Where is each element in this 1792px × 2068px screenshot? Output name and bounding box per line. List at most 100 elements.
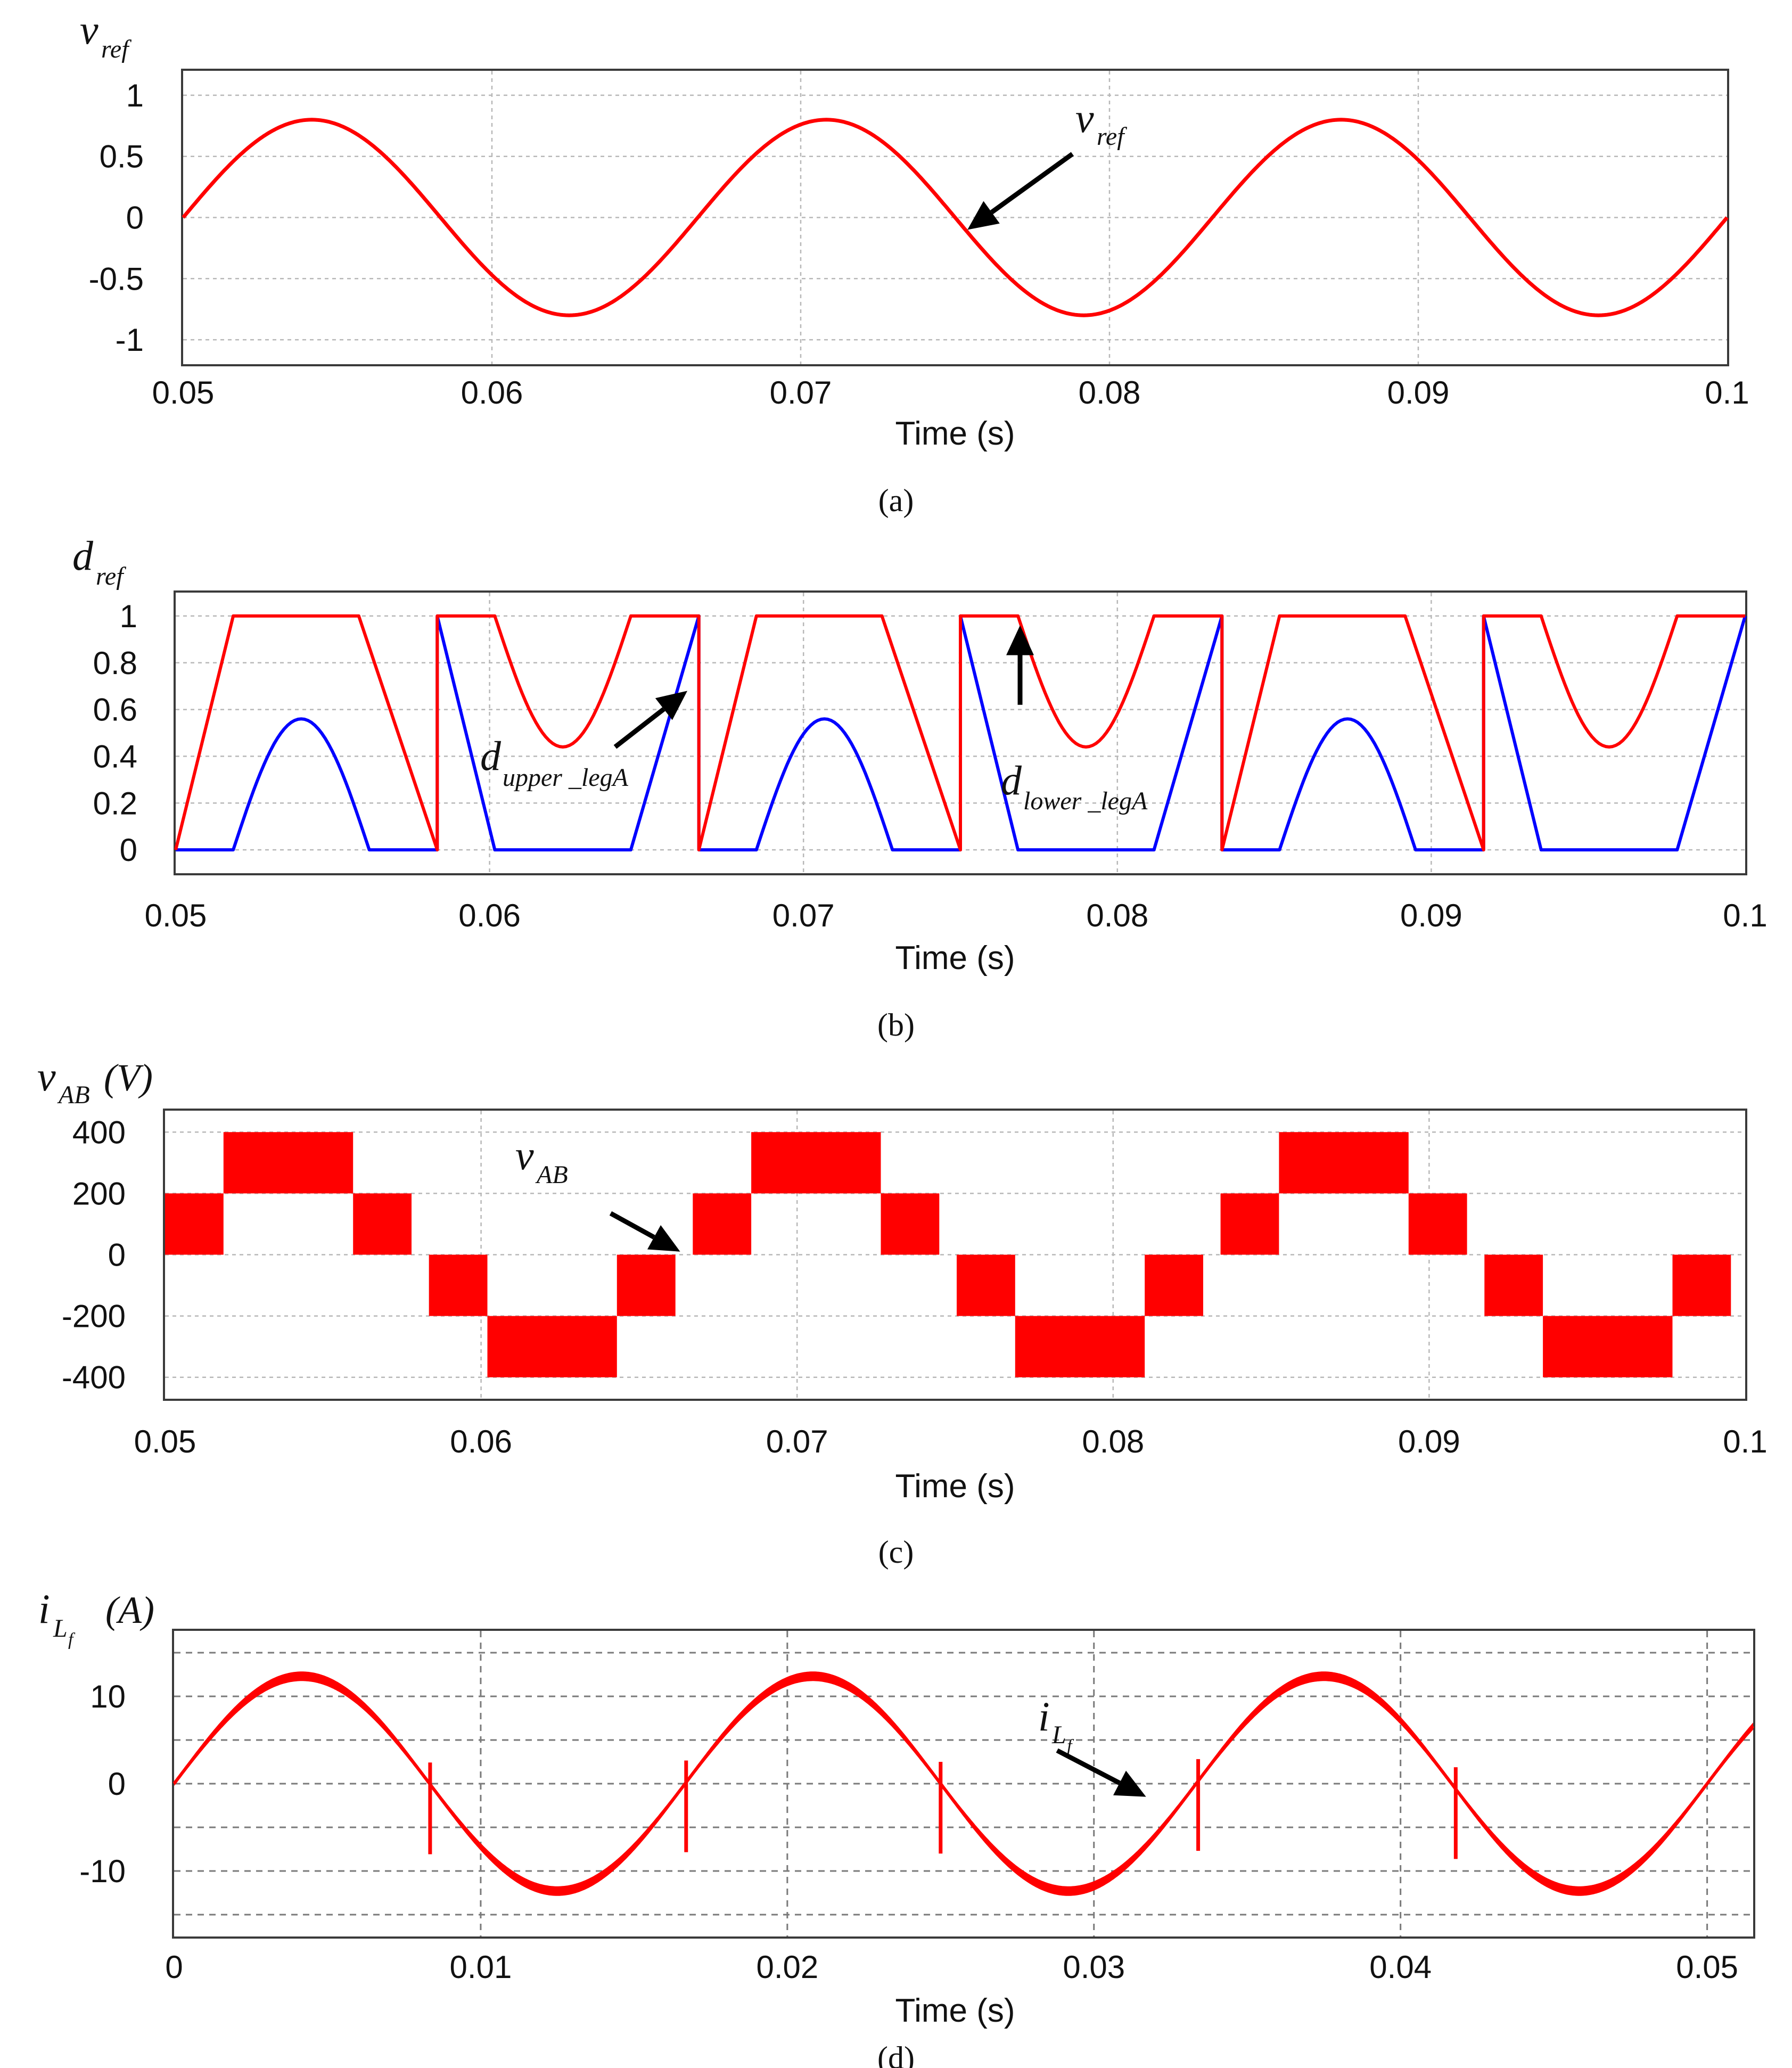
i-Lf-spikes — [428, 1759, 1458, 1859]
x-tick-label: 0.05 — [152, 375, 215, 411]
y-tick-label: 10 — [90, 1679, 126, 1714]
series-v-ref — [182, 118, 1729, 317]
x-tick-labels-d: 0 0.01 0.02 0.03 0.04 0.05 — [165, 1949, 1738, 1985]
y-tick-label: 0.8 — [93, 645, 137, 681]
x-tick-label: 0 — [165, 1949, 183, 1985]
y-tick-label: 0 — [108, 1237, 126, 1273]
arrow-shaft — [1056, 1748, 1121, 1785]
arrow-head — [647, 1225, 680, 1252]
grid-d — [174, 1631, 1753, 1936]
y-tick-label: 0.2 — [93, 785, 137, 821]
y-tick-labels-a: 1 0.5 0 -0.5 -1 — [89, 78, 144, 358]
y-tick-label: 1 — [126, 78, 144, 113]
x-tick-label: 0.07 — [770, 375, 832, 411]
annotation-d-upper: d upper _legA — [480, 691, 688, 792]
x-tick-label: 0.09 — [1398, 1424, 1460, 1459]
arrow-d-upper — [613, 691, 688, 749]
annotation-d-upper-sub: upper _legA — [503, 764, 629, 792]
series-d-lower-legA — [174, 614, 1745, 852]
annotation-v-AB-sub: AB — [535, 1161, 568, 1189]
x-tick-label: 0.08 — [1082, 1424, 1144, 1459]
panel-label-c: (c) — [878, 1534, 914, 1570]
annotation-d-lower-main: d — [1001, 757, 1022, 803]
arrow-head — [1006, 625, 1034, 655]
ylabel-b-sub: ref — [96, 562, 126, 590]
y-tick-label: 0.6 — [93, 692, 137, 728]
series-v-AB — [165, 1132, 1731, 1377]
ylabel-d-subsub: f — [68, 1630, 76, 1650]
series-i-Lf — [172, 1675, 1755, 1893]
arrow-head — [1113, 1770, 1146, 1797]
y-tick-label: 0 — [126, 200, 144, 236]
arrow-head — [655, 691, 688, 720]
panel-label-b: (b) — [877, 1007, 915, 1043]
panel-label-d: (d) — [877, 2040, 915, 2068]
y-tick-label: 0 — [120, 832, 137, 868]
x-tick-label: 0.04 — [1369, 1949, 1432, 1985]
panel-a: v ref 1 0.5 0 -0.5 -1 0.05 0.06 0.07 0.08 0.09 0.… — [80, 6, 1749, 518]
annotation-v-ref-sub: ref — [1097, 122, 1127, 151]
annotation-i-Lf-sub: L — [1051, 1721, 1066, 1749]
y-tick-label: 400 — [72, 1114, 126, 1150]
y-tick-labels-c: 400 200 0 -200 -400 — [62, 1114, 126, 1395]
series-d-upper-legA — [176, 614, 1747, 852]
x-tick-label: 0.08 — [1079, 375, 1141, 411]
x-tick-label: 0.05 — [134, 1424, 196, 1459]
annotation-d-lower-sub: lower _legA — [1023, 787, 1148, 815]
x-tick-label: 0.06 — [450, 1424, 512, 1459]
y-tick-label: 0.5 — [100, 139, 144, 175]
x-tick-label: 0.06 — [458, 898, 521, 933]
ylabel-c-unit: (V) — [104, 1056, 153, 1099]
panel-b: d ref 1 0.8 0.6 0.4 0.2 0 0.05 0.06 0.07 0.08 0.0… — [72, 532, 1768, 1043]
y-tick-label: -0.5 — [89, 261, 144, 297]
ylabel-d-main: i — [38, 1586, 50, 1632]
ylabel-d-unit: (A) — [105, 1589, 154, 1631]
y-tick-label: -400 — [62, 1360, 126, 1396]
annotation-d-lower: d lower _legA — [1001, 625, 1148, 815]
y-tick-label: 200 — [72, 1176, 126, 1211]
annotation-v-AB: v AB — [515, 1132, 680, 1252]
grid-c — [165, 1111, 1745, 1399]
y-tick-label: 0 — [108, 1766, 126, 1802]
ylabel-a-main: v — [80, 6, 98, 53]
ylabel-c-main: v — [37, 1053, 56, 1099]
y-tick-label: -1 — [116, 322, 144, 358]
x-tick-label: 0.05 — [1676, 1949, 1738, 1985]
annotation-v-ref: v ref — [967, 95, 1127, 230]
x-tick-label: 0.06 — [461, 375, 523, 411]
x-tick-labels-c: 0.05 0.06 0.07 0.08 0.09 0.1 — [134, 1424, 1768, 1459]
x-tick-label: 0.05 — [145, 898, 207, 933]
x-tick-label: 0.08 — [1086, 898, 1148, 933]
x-tick-label: 0.01 — [450, 1949, 512, 1985]
arrow-shaft — [990, 152, 1074, 215]
x-tick-labels-a: 0.05 0.06 0.07 0.08 0.09 0.1 — [152, 375, 1749, 411]
x-tick-label: 0.02 — [756, 1949, 818, 1985]
xlabel-b: Time (s) — [895, 940, 1015, 976]
arrow-v-ref — [967, 152, 1074, 230]
y-tick-label: -200 — [62, 1299, 126, 1334]
arrow-v-AB — [609, 1211, 680, 1252]
y-tick-label: 1 — [120, 598, 137, 634]
xlabel-d: Time (s) — [895, 1992, 1015, 2029]
x-tick-label: 0.07 — [772, 898, 835, 933]
arrow-shaft — [609, 1211, 655, 1240]
ylabel-c-sub: AB — [57, 1081, 90, 1109]
x-tick-label: 0.09 — [1400, 898, 1462, 933]
ylabel-a-sub: ref — [101, 35, 131, 63]
panel-d: i L f (A) 10 0 -10 0 0.01 0.02 0.03 0.04 0.05 T… — [38, 1586, 1755, 2068]
arrow-i-Lf — [1056, 1748, 1146, 1797]
arrow-shaft — [613, 707, 665, 749]
x-tick-labels-b: 0.05 0.06 0.07 0.08 0.09 0.1 — [145, 898, 1768, 933]
xlabel-c: Time (s) — [895, 1468, 1015, 1505]
x-tick-label: 0.09 — [1387, 375, 1450, 411]
y-tick-labels-d: 10 0 -10 — [79, 1679, 126, 1889]
y-tick-label: 0.4 — [93, 738, 137, 774]
annotation-i-Lf-main: i — [1038, 1693, 1050, 1739]
x-tick-label: 0.07 — [766, 1424, 828, 1459]
annotation-v-ref-main: v — [1075, 95, 1094, 141]
y-tick-labels-b: 1 0.8 0.6 0.4 0.2 0 — [93, 598, 137, 868]
y-tick-label: -10 — [79, 1853, 126, 1889]
x-tick-label: 0.1 — [1723, 1424, 1767, 1459]
